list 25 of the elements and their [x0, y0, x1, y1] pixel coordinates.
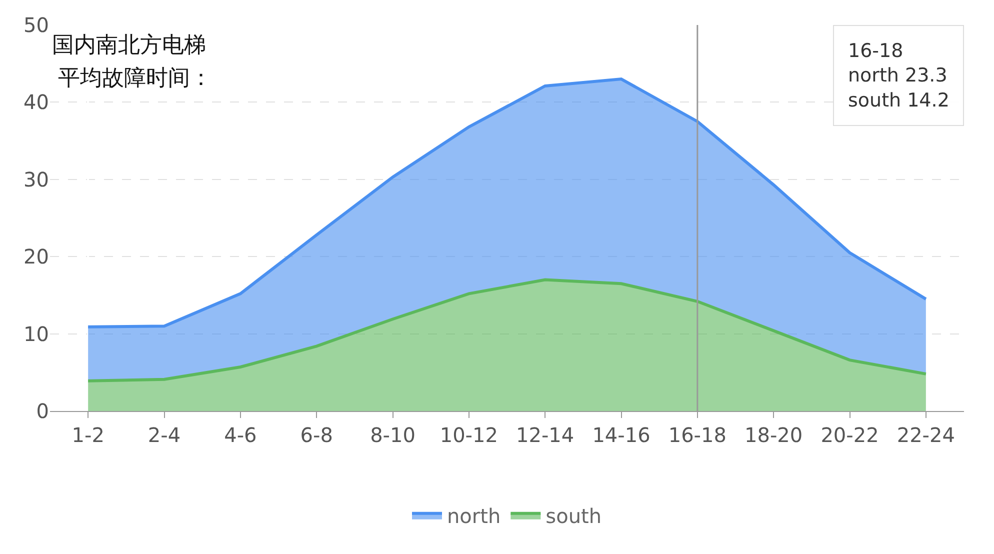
x-tick-label: 4-6 [224, 423, 257, 447]
legend-label: north [447, 504, 501, 528]
x-tick-label: 1-2 [72, 423, 104, 447]
x-tick-label: 2-4 [148, 423, 181, 447]
x-tick-label: 10-12 [440, 423, 498, 447]
annotation: north 23.3 [848, 64, 948, 87]
x-tick-label: 8-10 [370, 423, 416, 447]
y-tick-label: 40 [24, 90, 49, 114]
y-tick-label: 0 [36, 399, 49, 423]
annotation: 16-18 [848, 40, 904, 62]
y-tick-label: 10 [24, 322, 49, 346]
text: 平均故障时间： [58, 66, 212, 91]
y-tick-label: 50 [24, 13, 49, 37]
x-tick-label: 14-16 [592, 423, 650, 447]
x-tick-label: 12-14 [516, 423, 574, 447]
x-tick-label: 16-18 [668, 423, 726, 447]
chart-title: 国内南北方电梯 [52, 33, 206, 58]
x-tick-label: 18-20 [744, 423, 803, 447]
legend-label: south [546, 504, 602, 528]
annotation: south 14.2 [848, 89, 950, 112]
y-tick-label: 20 [24, 244, 49, 269]
x-tick-label: 6-8 [300, 423, 333, 447]
x-tick-label: 22-24 [896, 423, 955, 447]
x-tick-label: 20-22 [820, 423, 879, 447]
y-tick-label: 30 [24, 167, 49, 192]
